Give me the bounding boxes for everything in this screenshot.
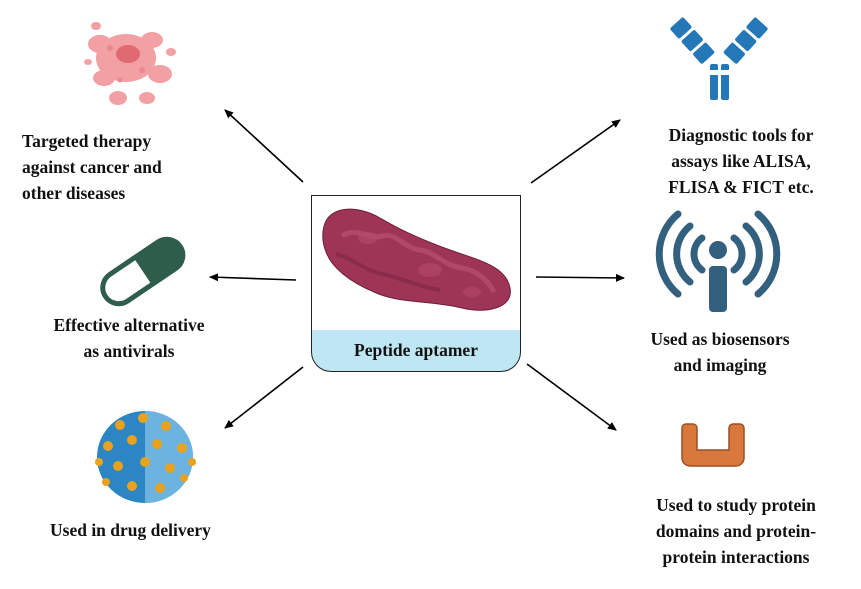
protein-study-line-3: protein interactions	[662, 547, 810, 567]
biosensors-label: Used as biosensors and imaging	[630, 326, 810, 378]
biosensors-line-1: Used as biosensors	[650, 329, 790, 349]
arrow-antivirals	[209, 273, 297, 282]
biosensors-line-2: and imaging	[673, 355, 767, 375]
drug-delivery-label: Used in drug delivery	[50, 517, 211, 543]
targeted-therapy-label: Targeted therapy against cancer and othe…	[22, 128, 162, 206]
protein-study-line-1: Used to study protein	[656, 495, 816, 515]
arrow-protein-study	[526, 363, 617, 431]
center-label: Peptide aptamer	[354, 340, 478, 360]
targeted-therapy-line-1: Targeted therapy	[22, 131, 152, 151]
targeted-therapy-line-3: other diseases	[22, 183, 126, 203]
diagnostics-line-2: assays like ALISA,	[671, 151, 811, 171]
diagnostics-line-1: Diagnostic tools for	[668, 125, 814, 145]
antivirals-label: Effective alternative as antivirals	[20, 312, 238, 364]
diagnostics-line-3: FLISA & FICT etc.	[668, 177, 814, 197]
peptide-aptamer-icon	[322, 208, 511, 311]
antivirals-line-2: as antivirals	[83, 341, 175, 361]
arrow-targeted-therapy	[224, 109, 304, 183]
drug-delivery-line-1: Used in drug delivery	[50, 520, 211, 540]
diagnostics-label: Diagnostic tools for assays like ALISA, …	[636, 122, 846, 200]
protein-study-line-2: domains and protein-	[655, 521, 817, 541]
arrow-biosensors	[535, 273, 625, 282]
arrow-drug-delivery	[224, 366, 304, 429]
arrow-diagnostics	[530, 119, 621, 184]
protein-study-label: Used to study protein domains and protei…	[628, 492, 844, 570]
antivirals-line-1: Effective alternative	[53, 315, 205, 335]
peptide-aptamer-label-base: Peptide aptamer	[311, 330, 521, 372]
targeted-therapy-line-2: against cancer and	[22, 157, 162, 177]
peptide-aptamer-image-box	[311, 195, 521, 331]
